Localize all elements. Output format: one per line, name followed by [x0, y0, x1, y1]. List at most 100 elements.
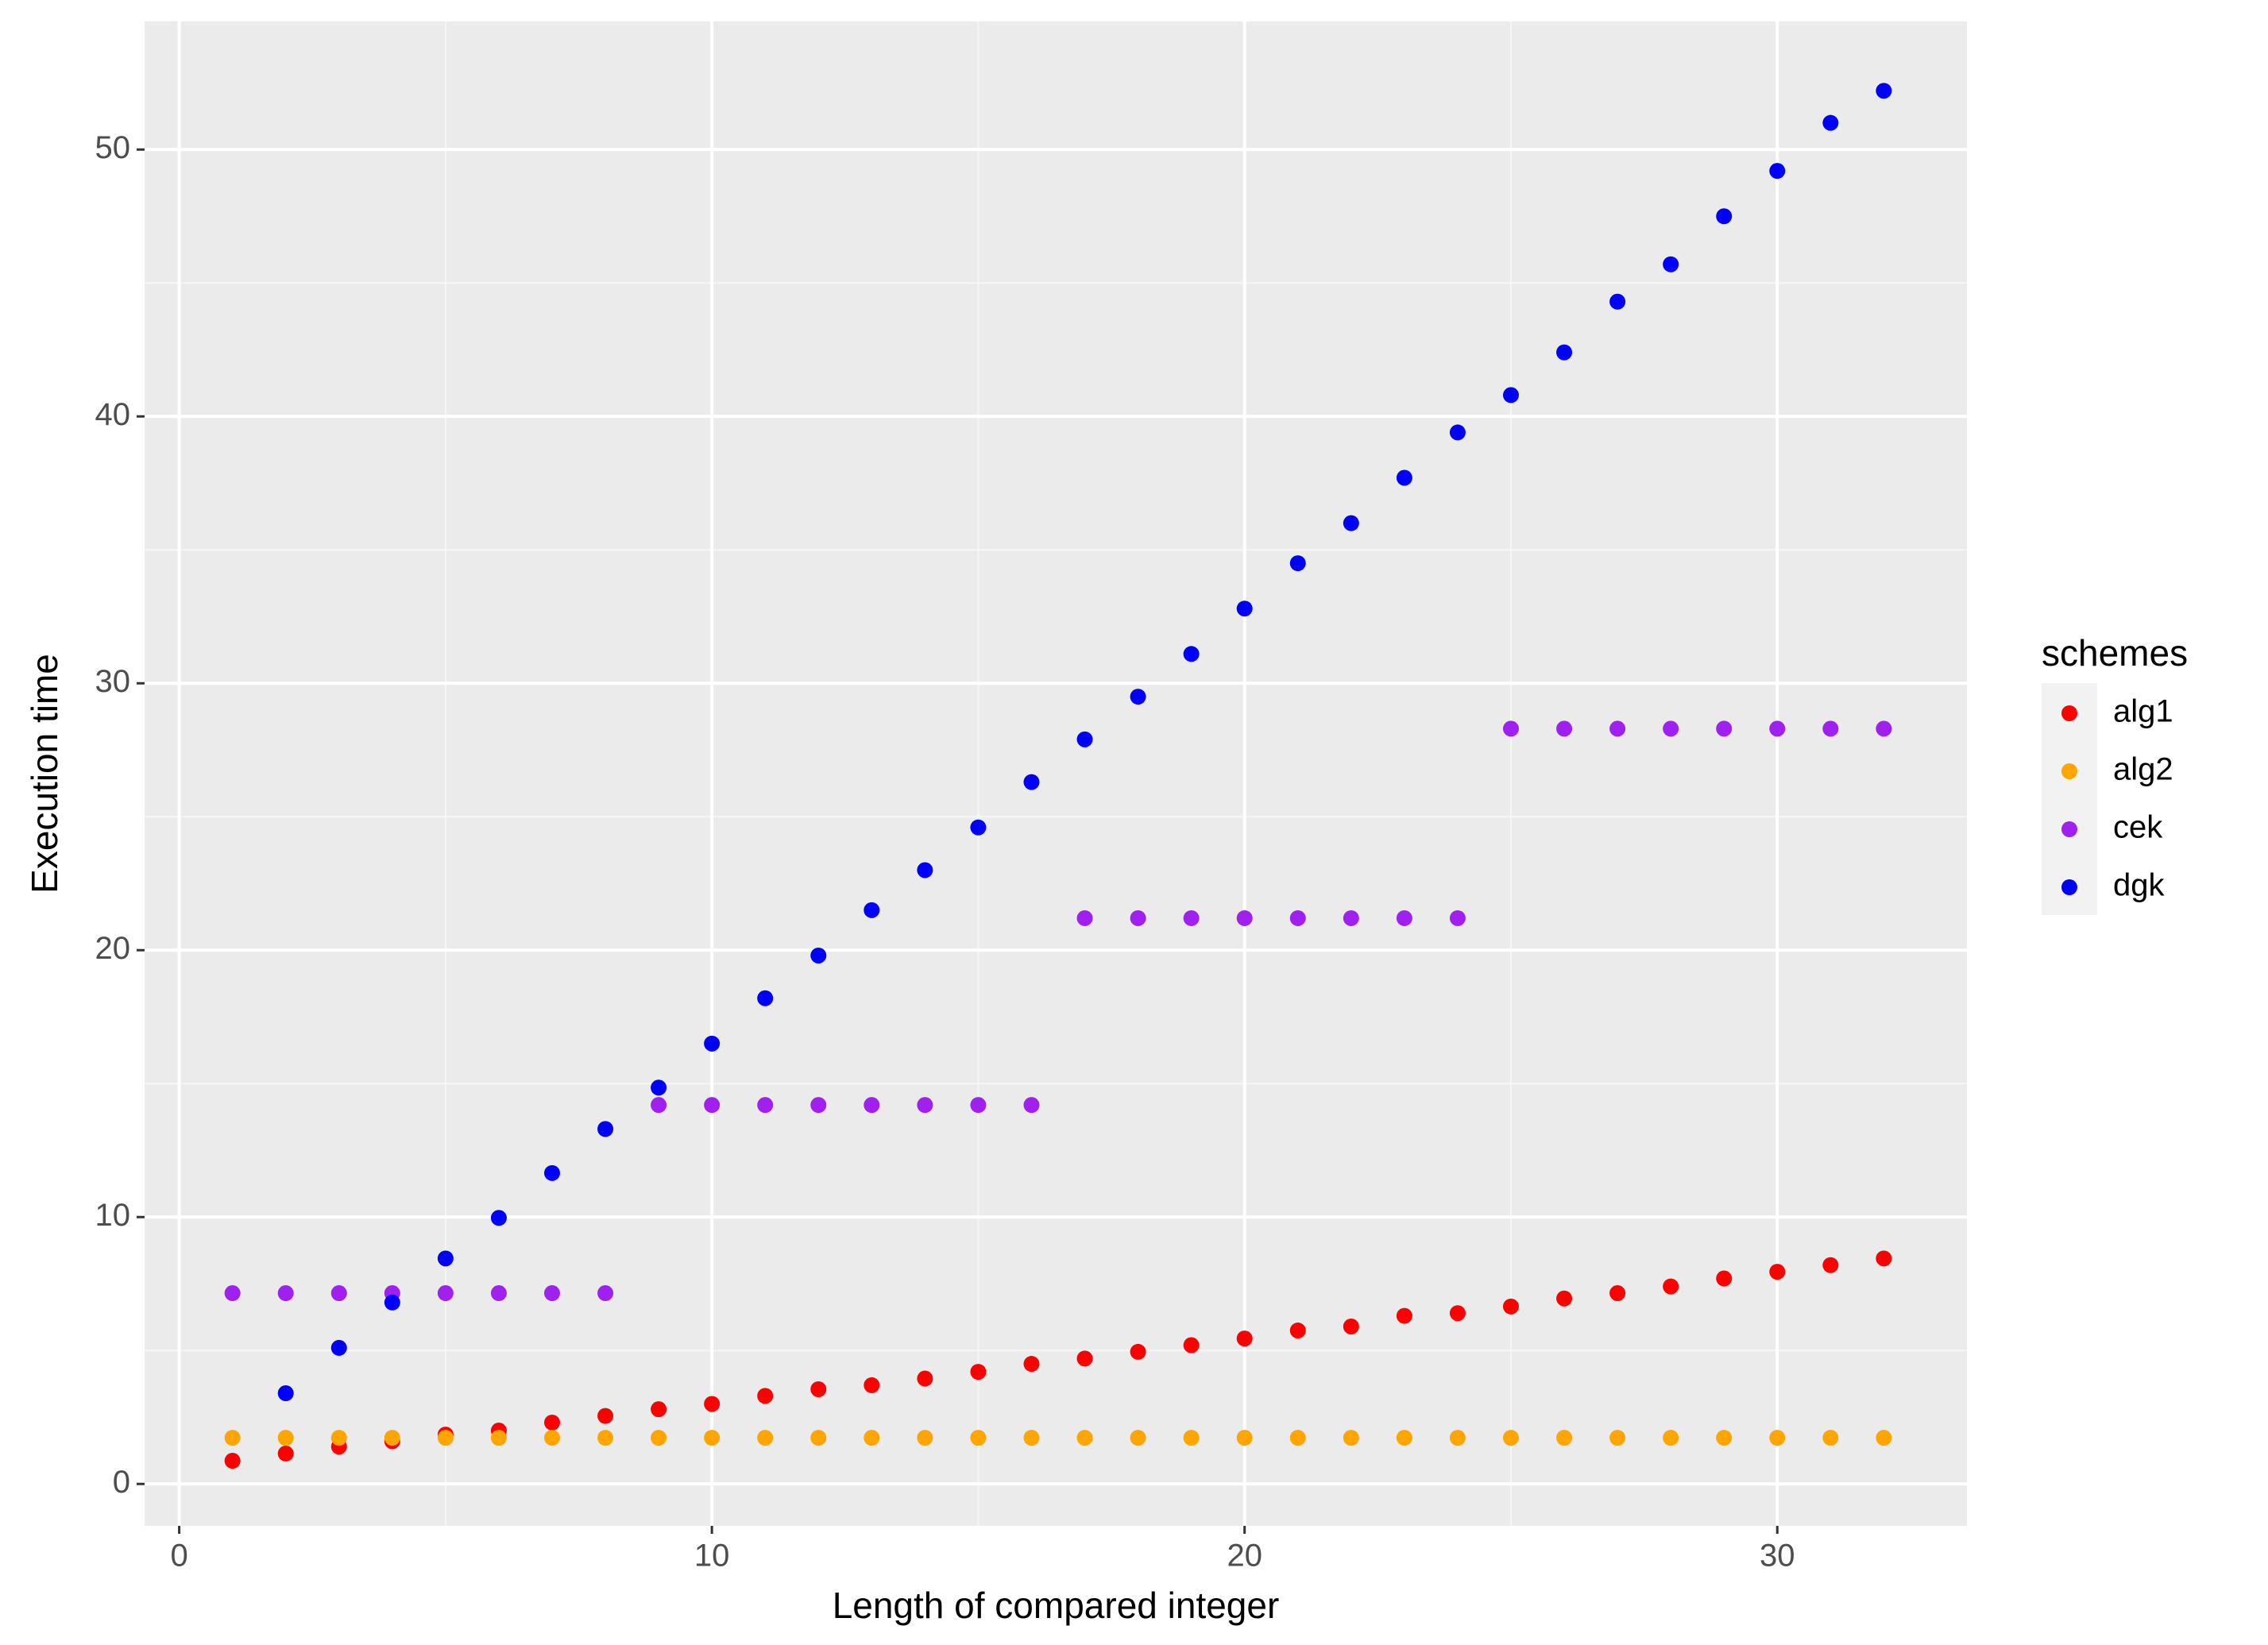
- point: [1822, 114, 1839, 131]
- point: [1449, 1430, 1466, 1446]
- point: [1716, 720, 1733, 737]
- point: [1343, 1430, 1359, 1446]
- point: [757, 1388, 774, 1404]
- point: [1236, 909, 1253, 926]
- point: [1076, 909, 1093, 926]
- point: [1556, 1290, 1573, 1307]
- point: [917, 1430, 933, 1446]
- point: [1716, 1430, 1733, 1446]
- point: [597, 1408, 614, 1424]
- point: [437, 1285, 454, 1302]
- y-tick-label: 20: [95, 931, 131, 966]
- point: [1822, 720, 1839, 737]
- point: [704, 1430, 721, 1446]
- point: [1609, 1430, 1626, 1446]
- point: [1183, 1337, 1200, 1353]
- point: [1396, 469, 1412, 486]
- point: [224, 1285, 241, 1302]
- point: [970, 1364, 987, 1380]
- point: [704, 1035, 721, 1052]
- point: [330, 1430, 347, 1446]
- point: [757, 1097, 774, 1114]
- legend-label: alg2: [2113, 752, 2173, 787]
- point: [1289, 1323, 1306, 1339]
- point: [1023, 774, 1040, 790]
- point: [490, 1285, 507, 1302]
- point: [704, 1396, 721, 1412]
- y-tick-label: 10: [95, 1198, 131, 1233]
- point: [1822, 1430, 1839, 1446]
- point: [864, 902, 880, 918]
- point: [1876, 83, 1892, 99]
- point: [1396, 1307, 1412, 1324]
- point: [1023, 1356, 1040, 1373]
- y-tick-label: 30: [95, 664, 131, 699]
- point: [1822, 1257, 1839, 1273]
- point: [1449, 424, 1466, 441]
- legend-key: [2061, 763, 2077, 779]
- point: [1130, 1430, 1146, 1446]
- point: [1556, 1430, 1573, 1446]
- point: [1502, 1430, 1519, 1446]
- point: [224, 1453, 241, 1469]
- point: [1236, 1430, 1253, 1446]
- point: [757, 1430, 774, 1446]
- y-tick-label: 50: [95, 130, 131, 165]
- point: [1396, 1430, 1412, 1446]
- point: [384, 1430, 400, 1446]
- y-tick-label: 40: [95, 397, 131, 432]
- legend-label: dgk: [2113, 868, 2165, 903]
- point: [1183, 1430, 1200, 1446]
- legend-key-bg: [2042, 683, 2097, 915]
- point: [864, 1377, 880, 1393]
- point: [1556, 344, 1573, 361]
- point: [277, 1385, 294, 1402]
- point: [1609, 720, 1626, 737]
- panel: [145, 21, 1967, 1526]
- point: [1609, 1285, 1626, 1302]
- point: [437, 1430, 454, 1446]
- point: [543, 1164, 560, 1181]
- point: [597, 1121, 614, 1137]
- x-tick-label: 10: [694, 1539, 730, 1574]
- point: [1663, 256, 1679, 272]
- point: [1023, 1097, 1040, 1114]
- point: [490, 1430, 507, 1446]
- y-tick-label: 0: [113, 1465, 130, 1500]
- point: [543, 1285, 560, 1302]
- point: [810, 947, 827, 963]
- point: [864, 1097, 880, 1114]
- x-tick-label: 20: [1227, 1539, 1262, 1574]
- point: [970, 819, 987, 836]
- point: [1609, 293, 1626, 310]
- point: [597, 1285, 614, 1302]
- point: [810, 1097, 827, 1114]
- point: [1502, 387, 1519, 404]
- legend-key: [2061, 705, 2077, 721]
- point: [1076, 1350, 1093, 1367]
- point: [277, 1430, 294, 1446]
- point: [1716, 1270, 1733, 1287]
- point: [1769, 1264, 1786, 1280]
- point: [810, 1380, 827, 1397]
- legend-key: [2061, 821, 2077, 837]
- point: [1876, 720, 1892, 737]
- point: [1502, 720, 1519, 737]
- point: [1343, 1319, 1359, 1335]
- point: [651, 1401, 667, 1418]
- point: [1716, 208, 1733, 225]
- x-tick-label: 0: [170, 1539, 187, 1574]
- point: [1769, 163, 1786, 180]
- point: [1130, 689, 1146, 705]
- point: [1236, 600, 1253, 617]
- point: [1236, 1330, 1253, 1347]
- x-tick-label: 30: [1760, 1539, 1795, 1574]
- point: [1343, 909, 1359, 926]
- point: [1289, 555, 1306, 572]
- point: [330, 1285, 347, 1302]
- point: [970, 1430, 987, 1446]
- point: [1130, 909, 1146, 926]
- point: [277, 1445, 294, 1462]
- point: [704, 1097, 721, 1114]
